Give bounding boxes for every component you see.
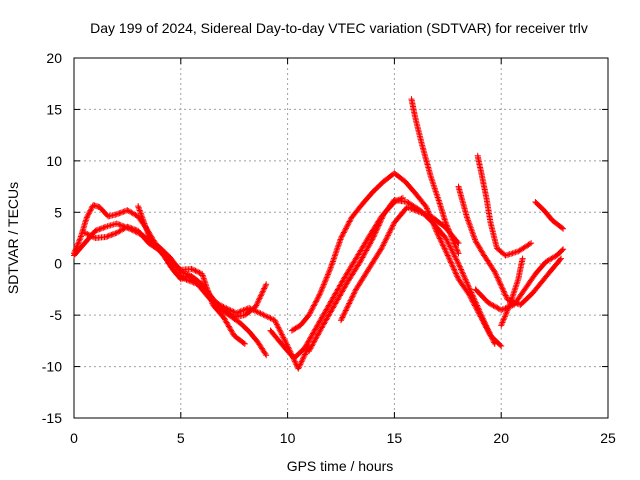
y-tick-label: -10 (42, 359, 62, 375)
series-arc-9 (408, 96, 462, 257)
y-tick-label: 15 (46, 101, 62, 117)
plus-markers (81, 223, 248, 347)
x-tick-label: 5 (177, 430, 185, 446)
series-arc-10 (474, 152, 535, 259)
series-arc-7 (306, 196, 498, 355)
x-tick-label: 0 (70, 430, 78, 446)
y-tick-label: -15 (42, 410, 62, 426)
plus-markers (71, 202, 270, 359)
plot-frame (73, 57, 609, 419)
x-tick-label: 15 (387, 430, 403, 446)
y-axis-label: SDTVAR / TECUs (5, 182, 21, 294)
grid (74, 58, 608, 418)
y-tick-label: 10 (46, 153, 62, 169)
y-tick-label: 20 (46, 50, 62, 66)
x-tick-label: 10 (280, 430, 296, 446)
plus-markers (408, 96, 462, 257)
series-arc-6 (288, 170, 505, 349)
axis-ticks: 0 5 10 15 20 25 -15 -10 -5 0 5 10 15 20 (42, 50, 616, 446)
plus-markers (71, 220, 270, 321)
x-tick-label: 25 (600, 430, 616, 446)
plus-markers (306, 196, 498, 355)
x-tick-label: 20 (493, 430, 509, 446)
plus-markers (498, 255, 526, 329)
y-tick-label: 5 (54, 204, 62, 220)
plus-markers (474, 152, 535, 259)
series-arc-5 (267, 194, 406, 362)
y-tick-label: -5 (50, 307, 63, 323)
chart-title: Day 199 of 2024, Sidereal Day-to-day VTE… (90, 20, 588, 36)
plus-markers (267, 194, 406, 362)
x-axis-label: GPS time / hours (287, 458, 394, 474)
data-marks (71, 96, 567, 372)
plus-markers (532, 199, 567, 232)
series-arc-13 (498, 255, 526, 329)
series-arc-14 (532, 199, 567, 232)
series-arc-1 (71, 202, 270, 359)
series-arc-2 (71, 220, 270, 321)
plus-markers (135, 203, 312, 372)
series-arc-3 (81, 223, 248, 347)
y-tick-label: 0 (54, 256, 62, 272)
series-arc-4 (135, 203, 312, 372)
plus-markers (288, 170, 505, 349)
